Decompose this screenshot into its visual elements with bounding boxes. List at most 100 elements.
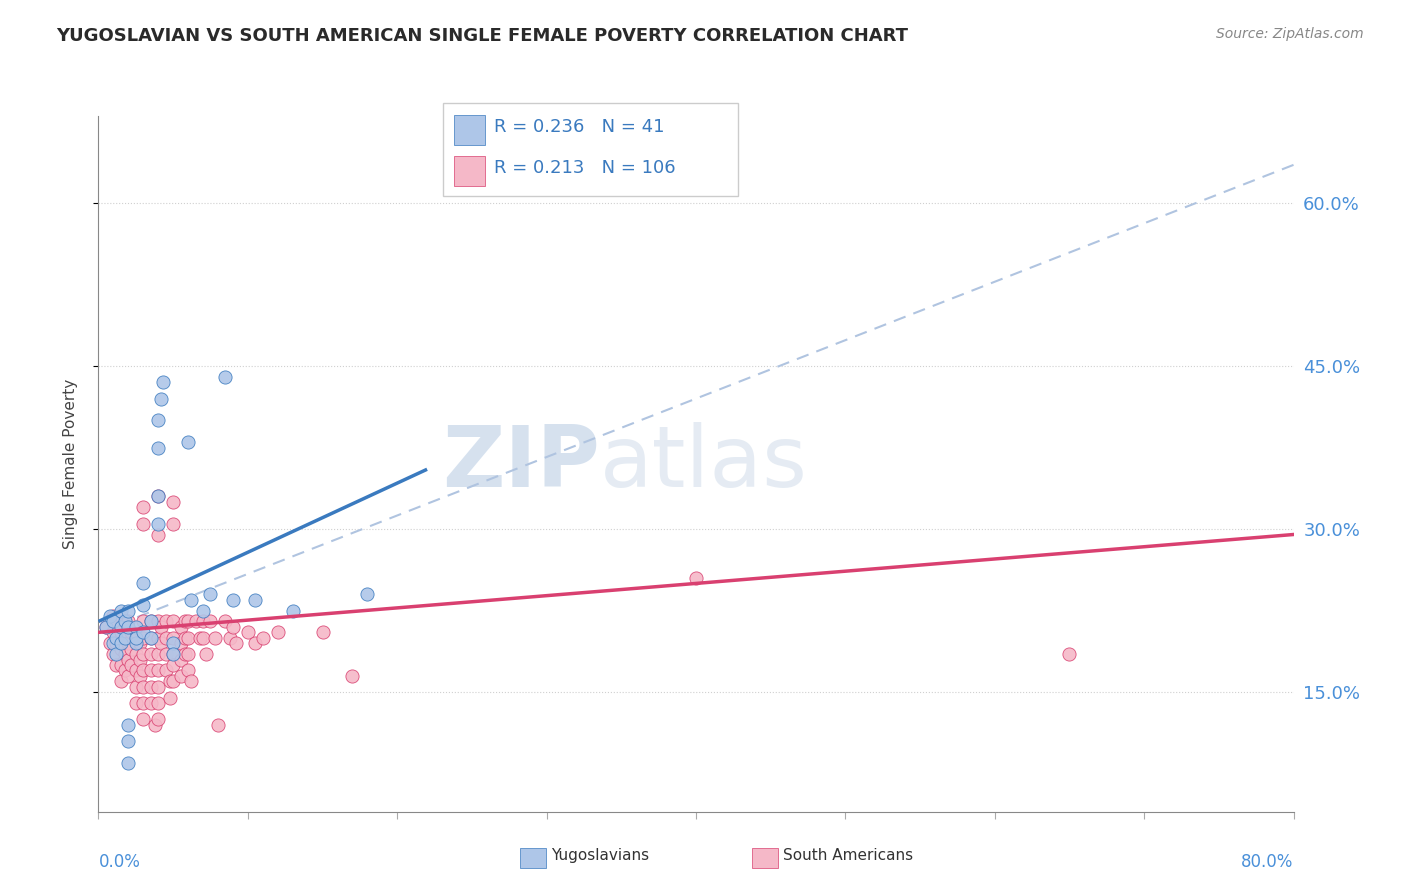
Point bbox=[162, 657, 184, 672]
Point bbox=[125, 680, 148, 694]
Point bbox=[110, 641, 132, 656]
Text: YUGOSLAVIAN VS SOUTH AMERICAN SINGLE FEMALE POVERTY CORRELATION CHART: YUGOSLAVIAN VS SOUTH AMERICAN SINGLE FEM… bbox=[56, 27, 908, 45]
Point bbox=[132, 631, 155, 645]
Point bbox=[132, 598, 155, 612]
Point bbox=[120, 657, 142, 672]
Point bbox=[129, 636, 152, 650]
Point bbox=[114, 647, 136, 661]
Point bbox=[132, 712, 155, 726]
Point bbox=[103, 625, 125, 640]
Point bbox=[110, 674, 132, 689]
Point bbox=[150, 620, 173, 634]
Point bbox=[114, 615, 136, 629]
Point bbox=[184, 615, 207, 629]
Point bbox=[169, 669, 191, 683]
Point bbox=[148, 490, 170, 504]
Point bbox=[148, 712, 170, 726]
Text: R = 0.213   N = 106: R = 0.213 N = 106 bbox=[494, 159, 675, 177]
Point bbox=[162, 674, 184, 689]
Point bbox=[311, 625, 333, 640]
Point bbox=[159, 674, 181, 689]
Point bbox=[281, 604, 304, 618]
Point bbox=[174, 631, 197, 645]
Point bbox=[169, 636, 191, 650]
Point bbox=[114, 664, 136, 678]
Point bbox=[139, 664, 162, 678]
Point bbox=[125, 631, 148, 645]
Point bbox=[169, 620, 191, 634]
Point bbox=[129, 652, 152, 666]
Point bbox=[177, 435, 200, 450]
Text: 80.0%: 80.0% bbox=[1241, 854, 1294, 871]
Point bbox=[200, 615, 222, 629]
Point bbox=[143, 717, 166, 731]
Point bbox=[148, 516, 170, 531]
Point bbox=[162, 647, 184, 661]
Point bbox=[132, 680, 155, 694]
Point bbox=[139, 615, 162, 629]
Point bbox=[236, 625, 259, 640]
Point bbox=[222, 592, 245, 607]
Point bbox=[150, 392, 173, 406]
Point bbox=[100, 636, 122, 650]
Point bbox=[162, 647, 184, 661]
Point bbox=[94, 620, 117, 634]
Point bbox=[125, 631, 148, 645]
Text: ZIP: ZIP bbox=[443, 422, 600, 506]
Point bbox=[132, 625, 155, 640]
Point bbox=[103, 615, 125, 629]
Point bbox=[139, 680, 162, 694]
Point bbox=[103, 609, 125, 624]
Point bbox=[148, 441, 170, 455]
Point bbox=[191, 631, 214, 645]
Text: Yugoslavians: Yugoslavians bbox=[551, 848, 650, 863]
Point bbox=[162, 636, 184, 650]
Point bbox=[114, 631, 136, 645]
Point bbox=[191, 615, 214, 629]
Point bbox=[162, 631, 184, 645]
Point bbox=[105, 636, 128, 650]
Point bbox=[214, 615, 236, 629]
Point bbox=[132, 615, 155, 629]
Point bbox=[125, 620, 148, 634]
Point bbox=[103, 636, 125, 650]
Point bbox=[105, 647, 128, 661]
Point bbox=[139, 615, 162, 629]
Point bbox=[155, 664, 177, 678]
Point bbox=[117, 652, 139, 666]
Point bbox=[100, 609, 122, 624]
Point bbox=[120, 625, 142, 640]
Point bbox=[139, 696, 162, 710]
Point bbox=[117, 620, 139, 634]
Point bbox=[155, 647, 177, 661]
Point bbox=[174, 615, 197, 629]
Point bbox=[110, 657, 132, 672]
Point bbox=[105, 631, 128, 645]
Point bbox=[110, 636, 132, 650]
Point bbox=[125, 664, 148, 678]
Point bbox=[195, 647, 218, 661]
Point bbox=[1059, 647, 1081, 661]
Point bbox=[117, 636, 139, 650]
Point bbox=[125, 696, 148, 710]
Point bbox=[94, 620, 117, 634]
Y-axis label: Single Female Poverty: Single Female Poverty bbox=[63, 379, 77, 549]
Point bbox=[356, 587, 378, 601]
Point bbox=[139, 647, 162, 661]
Point bbox=[132, 696, 155, 710]
Text: R = 0.236   N = 41: R = 0.236 N = 41 bbox=[494, 118, 664, 136]
Point bbox=[162, 615, 184, 629]
Point bbox=[207, 717, 229, 731]
Point bbox=[200, 587, 222, 601]
Point bbox=[225, 636, 247, 650]
Point bbox=[114, 615, 136, 629]
Point bbox=[105, 657, 128, 672]
Text: atlas: atlas bbox=[600, 422, 808, 506]
Point bbox=[117, 615, 139, 629]
Point bbox=[110, 620, 132, 634]
Point bbox=[103, 647, 125, 661]
Point bbox=[117, 756, 139, 770]
Point bbox=[114, 631, 136, 645]
Point bbox=[110, 604, 132, 618]
Point bbox=[191, 604, 214, 618]
